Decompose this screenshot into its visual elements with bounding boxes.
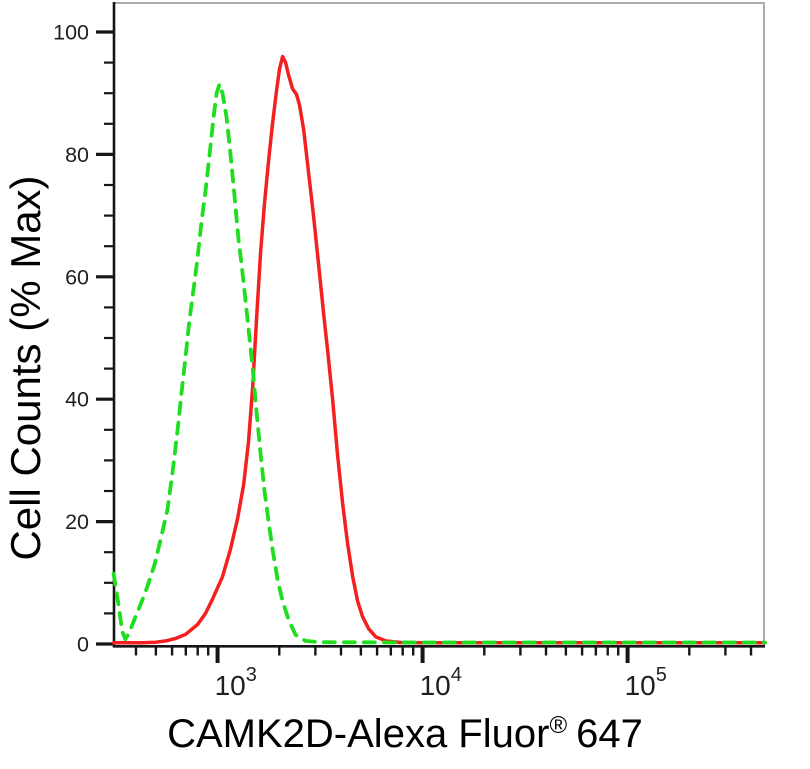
x-tick-label: 103: [215, 664, 257, 701]
y-tick-label: 60: [65, 265, 89, 289]
x-axis-title: CAMK2D-Alexa Fluor® 647: [0, 712, 810, 757]
x-tick-label: 104: [420, 664, 462, 701]
y-tick-label: 100: [53, 21, 89, 45]
x-tick-label: 105: [625, 664, 667, 701]
y-axis-title: Cell Counts (% Max): [2, 175, 49, 561]
y-tick-label: 40: [65, 388, 89, 412]
x-axis-title-main: CAMK2D-Alexa Fluor: [167, 712, 550, 756]
registered-trademark-symbol: ®: [549, 712, 568, 739]
y-tick-label: 0: [77, 633, 89, 657]
series-curve-camk2d-antibody-stained: [111, 54, 767, 645]
series-curve-negative-control: [111, 82, 767, 645]
y-tick-label: 20: [65, 510, 89, 534]
x-axis-title-suffix: 647: [576, 712, 643, 756]
y-tick-label: 80: [65, 143, 89, 167]
